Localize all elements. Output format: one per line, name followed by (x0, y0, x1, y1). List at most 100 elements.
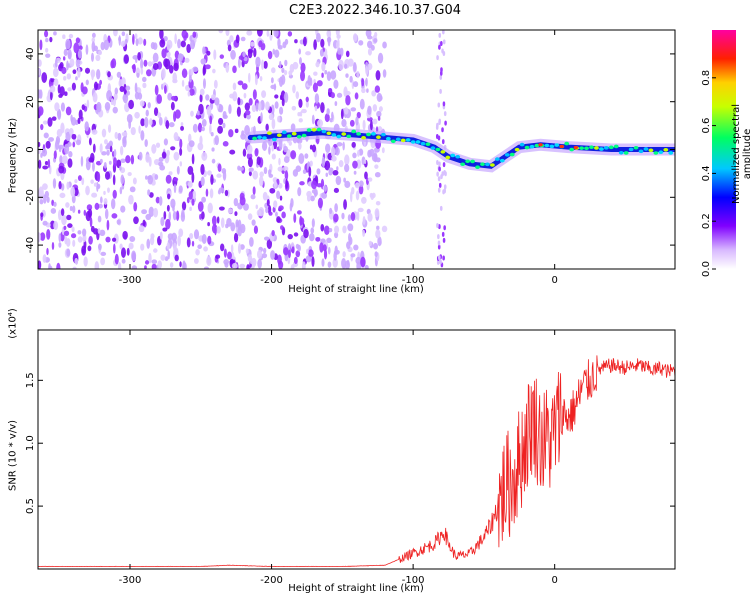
noise-mark (62, 155, 68, 165)
noise-mark (190, 39, 195, 50)
signal-mark (380, 132, 386, 137)
noise-mark (44, 161, 49, 166)
noise-mark (322, 244, 327, 252)
noise-mark (330, 70, 337, 80)
noise-mark (263, 166, 268, 175)
noise-mark (265, 101, 270, 111)
noise-mark (230, 244, 234, 253)
signal-mark (504, 153, 510, 157)
noise-mark (187, 165, 194, 175)
noise-mark (378, 106, 383, 112)
noise-mark (54, 58, 58, 68)
noise-mark (319, 242, 324, 253)
noise-mark (113, 92, 118, 101)
noise-mark (77, 175, 82, 181)
noise-mark (144, 116, 149, 128)
signal-mark (361, 135, 366, 140)
noise-mark (72, 239, 76, 247)
noise-mark (45, 37, 49, 43)
noise-mark (42, 220, 48, 226)
noise-mark (442, 255, 445, 261)
noise-mark (181, 209, 185, 218)
noise-mark (298, 98, 303, 109)
noise-mark (157, 260, 162, 269)
noise-mark (287, 234, 293, 240)
noise-mark (297, 112, 301, 117)
noise-mark (210, 174, 214, 186)
noise-mark (255, 204, 259, 210)
snr-background (38, 330, 675, 569)
noise-mark (60, 208, 65, 216)
noise-mark (361, 78, 365, 87)
noise-mark (207, 235, 212, 245)
noise-mark (126, 247, 130, 256)
noise-mark (47, 117, 53, 127)
colorbar-label: Normalized spectral amplitude (731, 103, 750, 205)
noise-mark (147, 189, 151, 196)
noise-mark (345, 50, 350, 58)
noise-mark (44, 30, 49, 38)
noise-mark (349, 119, 355, 127)
noise-mark (56, 108, 61, 119)
noise-mark (298, 153, 305, 165)
signal-mark (579, 146, 584, 150)
noise-mark (268, 113, 274, 121)
noise-mark (188, 88, 195, 96)
noise-mark (159, 231, 163, 240)
noise-mark (140, 58, 144, 70)
noise-mark (209, 123, 212, 135)
noise-mark (290, 264, 295, 269)
noise-mark (170, 146, 176, 151)
noise-mark (266, 199, 270, 207)
noise-mark (374, 85, 381, 93)
noise-mark (354, 182, 360, 189)
noise-mark (289, 202, 293, 212)
noise-mark (293, 256, 298, 265)
noise-mark (178, 228, 184, 238)
noise-mark (261, 90, 267, 99)
noise-mark (120, 174, 125, 185)
noise-mark (167, 92, 173, 101)
noise-mark (68, 151, 73, 158)
noise-mark (375, 201, 381, 206)
signal-mark (554, 143, 560, 147)
noise-mark (270, 250, 276, 260)
colorbar: 0.0 0.2 0.4 0.6 0.8 (701, 30, 736, 277)
noise-mark (263, 236, 270, 241)
noise-mark (258, 40, 263, 48)
noise-mark (345, 94, 351, 106)
noise-mark (49, 91, 53, 101)
noise-mark (118, 35, 121, 46)
noise-mark (207, 221, 210, 227)
noise-mark (363, 159, 367, 165)
signal-peak-mark (538, 143, 543, 147)
signal-mark (489, 163, 495, 167)
noise-mark (112, 174, 116, 186)
noise-mark (205, 94, 210, 101)
noise-mark (91, 32, 96, 38)
signal-mark (485, 162, 490, 167)
noise-mark (48, 265, 53, 269)
noise-mark (329, 207, 333, 215)
noise-mark (100, 257, 106, 266)
noise-mark (188, 140, 195, 148)
noise-mark (259, 75, 263, 82)
noise-mark (94, 261, 100, 269)
noise-mark (179, 138, 183, 149)
noise-mark (193, 229, 200, 240)
noise-mark (244, 110, 251, 116)
noise-mark (120, 205, 126, 213)
noise-mark (292, 61, 299, 70)
noise-mark (153, 207, 159, 218)
snr-plot: -300 -200 -100 0 0.5 1.0 1.5 (25, 329, 676, 586)
noise-mark (320, 102, 325, 114)
noise-mark (159, 39, 166, 48)
noise-mark (248, 167, 254, 172)
noise-mark (185, 32, 189, 39)
signal-mark (420, 141, 426, 146)
noise-mark (73, 42, 80, 54)
colorbar-tick-label: 0.8 (701, 70, 712, 86)
noise-mark (375, 229, 381, 239)
noise-mark (273, 30, 279, 38)
signal-mark (465, 159, 471, 164)
